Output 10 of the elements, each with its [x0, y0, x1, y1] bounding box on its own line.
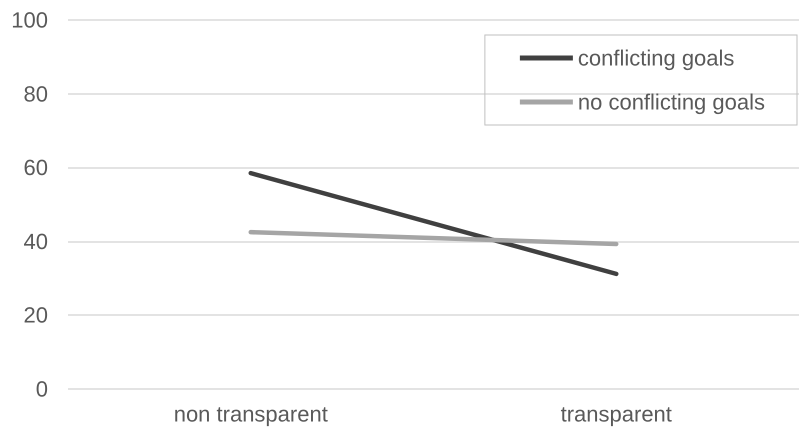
- x-tick-label: transparent: [560, 402, 672, 426]
- y-tick-label: 100: [11, 8, 48, 32]
- y-tick-label: 60: [24, 155, 48, 180]
- legend-label: no conflicting goals: [578, 90, 766, 114]
- x-tick-label: non transparent: [174, 402, 328, 426]
- legend-label: conflicting goals: [578, 46, 734, 70]
- y-tick-label: 80: [24, 81, 48, 106]
- y-tick-label: 20: [24, 302, 48, 328]
- y-tick-label: 0: [36, 376, 48, 402]
- y-tick-label: 40: [24, 228, 48, 254]
